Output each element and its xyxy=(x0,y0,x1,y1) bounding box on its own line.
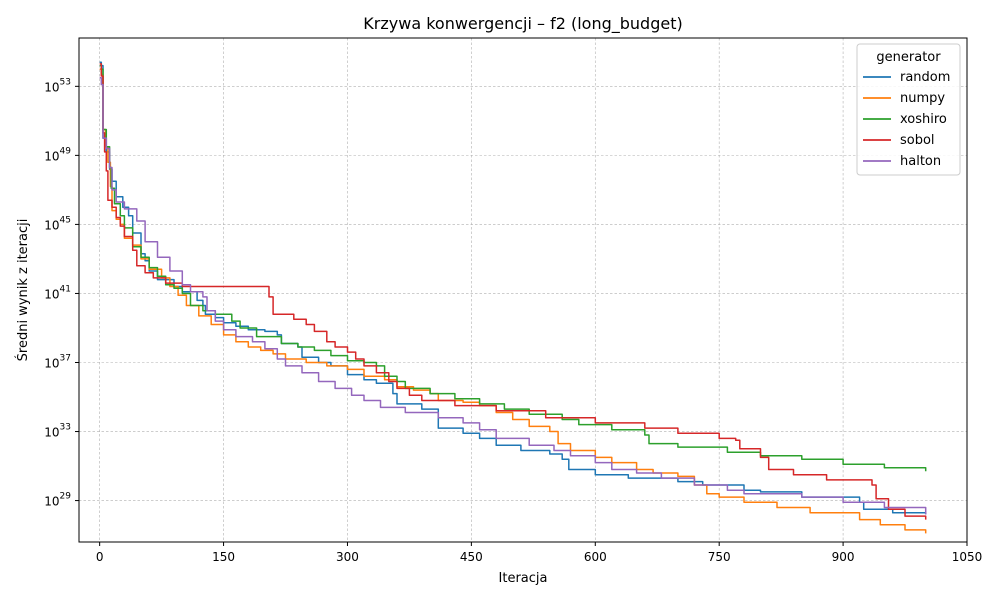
x-tick-label: 1050 xyxy=(952,550,983,564)
y-tick-label: 1041 xyxy=(44,284,71,301)
x-tick-label: 900 xyxy=(832,550,855,564)
ticks: 0 150 300 450 600 750 900 1050 1029 1033 1037 1041 1… xyxy=(44,77,982,564)
plot-frame xyxy=(78,37,968,543)
legend-label-numpy: numpy xyxy=(900,91,945,106)
x-tick-label: 0 xyxy=(96,550,104,564)
legend-label-xoshiro: xoshiro xyxy=(900,112,947,127)
x-axis-label: Iteracja xyxy=(499,571,548,586)
x-tick-label: 750 xyxy=(708,550,731,564)
series-line-sobol xyxy=(99,63,927,520)
y-tick-label: 1029 xyxy=(44,492,71,509)
grid xyxy=(79,38,968,542)
y-axis-label: Średni wynik z iteracji xyxy=(15,219,31,362)
y-tick-label: 1049 xyxy=(44,146,71,163)
y-tick-label: 1033 xyxy=(44,423,71,440)
x-tick-label: 300 xyxy=(336,550,359,564)
x-tick-label: 600 xyxy=(584,550,607,564)
chart-title: Krzywa konwergencji – f2 (long_budget) xyxy=(363,14,682,34)
y-tick-label: 1045 xyxy=(44,215,71,232)
x-tick-label: 150 xyxy=(212,550,235,564)
legend-label-halton: halton xyxy=(900,154,941,169)
series-layer xyxy=(99,61,927,534)
series-line-halton xyxy=(99,76,927,515)
y-tick-label: 1037 xyxy=(44,353,71,370)
legend: generator random numpy xoshiro sobol halton xyxy=(856,43,961,176)
legend-title: generator xyxy=(876,50,941,65)
x-tick-label: 450 xyxy=(460,550,483,564)
y-tick-label: 1053 xyxy=(44,77,71,94)
legend-label-random: random xyxy=(900,70,950,85)
legend-label-sobol: sobol xyxy=(900,133,935,148)
